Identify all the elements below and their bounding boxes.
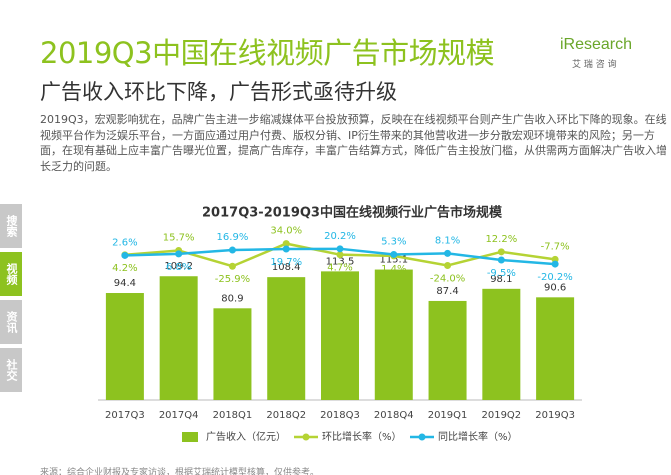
line-label: 6.8% xyxy=(166,262,191,273)
legend-swatch xyxy=(182,432,198,442)
bar xyxy=(482,288,521,400)
line-marker xyxy=(336,251,344,259)
side-tab[interactable]: 视频 xyxy=(0,252,22,296)
bar xyxy=(213,308,252,400)
line-label: 5.3% xyxy=(381,236,406,247)
page-subtitle: 广告收入环比下降，广告形式亟待升级 xyxy=(40,80,397,104)
line-marker xyxy=(121,251,129,259)
line-label: 8.1% xyxy=(435,235,460,246)
legend-label: 环比增长率（%） xyxy=(322,430,402,443)
bar-label: 109.2 xyxy=(164,261,193,272)
logo-sub: 艾 瑞 咨 询 xyxy=(572,60,617,70)
bar-label: 94.4 xyxy=(114,278,136,289)
line-marker xyxy=(282,240,290,248)
line-marker xyxy=(175,250,183,258)
line-label: 4.2% xyxy=(112,263,137,274)
x-tick-label: 2018Q1 xyxy=(213,410,253,421)
bar xyxy=(321,271,359,400)
bar xyxy=(267,277,306,400)
line-label: -7.7% xyxy=(541,241,570,252)
x-tick-label: 2019Q2 xyxy=(481,410,521,421)
line-label: 34.0% xyxy=(270,226,302,237)
x-tick-label: 2019Q3 xyxy=(535,410,575,421)
line-label: 12.2% xyxy=(485,234,517,245)
line-marker xyxy=(444,249,452,257)
line-label: 4.7% xyxy=(327,263,352,274)
x-tick-label: 2017Q3 xyxy=(105,410,145,421)
bar-label: 115.1 xyxy=(379,255,408,266)
line-marker xyxy=(551,260,559,268)
bar-label: 87.4 xyxy=(436,286,458,297)
line-label: 2.6% xyxy=(112,237,137,248)
line-marker xyxy=(336,245,344,253)
chart-title: 2017Q3-2019Q3中国在线视频行业广告市场规模 xyxy=(202,205,503,221)
bar-label: 98.1 xyxy=(490,274,512,285)
x-tick-label: 2017Q4 xyxy=(159,410,199,421)
line-label: 20.2% xyxy=(324,231,356,242)
bar xyxy=(374,269,413,400)
side-tab[interactable]: 资讯 xyxy=(0,300,22,344)
line-label: 15.7% xyxy=(163,233,195,244)
bar-label: 113.5 xyxy=(326,256,355,267)
logo: iResearch xyxy=(560,36,633,53)
line-marker xyxy=(444,262,452,270)
line-label: -25.9% xyxy=(215,274,250,285)
line-marker xyxy=(497,256,505,264)
x-tick-label: 2019Q1 xyxy=(428,410,468,421)
line-label: -9.5% xyxy=(487,268,516,279)
x-tick-label: 2018Q4 xyxy=(374,410,414,421)
side-tab[interactable]: 社交 xyxy=(0,348,22,392)
bar-label: 90.6 xyxy=(544,282,566,293)
legend-label: 广告收入（亿元） xyxy=(206,430,286,443)
line-label: 19.7% xyxy=(270,257,302,268)
bar xyxy=(159,276,198,400)
x-tick-label: 2018Q3 xyxy=(320,410,360,421)
line-label: -20.2% xyxy=(537,272,572,283)
line-marker xyxy=(390,250,398,258)
bar-label: 108.4 xyxy=(272,262,301,273)
line-marker xyxy=(497,248,505,256)
body-text: 2019Q3，宏观影响犹在，品牌广告主进一步缩减媒体平台投放预算，反映在在线视频… xyxy=(40,113,667,173)
legend-swatch xyxy=(418,433,426,441)
side-tab[interactable]: 搜索 xyxy=(0,204,22,248)
legend-swatch xyxy=(302,433,310,441)
bar xyxy=(536,297,575,400)
bar xyxy=(105,293,144,400)
line-marker xyxy=(228,262,236,270)
line-label: 16.9% xyxy=(217,232,249,243)
line-marker xyxy=(228,246,236,254)
page-title: 2019Q3中国在线视频广告市场规模 xyxy=(40,36,495,70)
line-label: -24.0% xyxy=(430,274,465,285)
line-marker xyxy=(282,245,290,253)
line-label: 1.4% xyxy=(381,264,406,275)
source: 来源：综合企业财报及专家访谈，根据艾瑞统计模型核算，仅供参考。 xyxy=(40,468,320,475)
x-tick-label: 2018Q2 xyxy=(266,410,306,421)
bar xyxy=(428,300,467,400)
legend-label: 同比增长率（%） xyxy=(438,430,518,443)
bar-label: 80.9 xyxy=(221,293,243,304)
